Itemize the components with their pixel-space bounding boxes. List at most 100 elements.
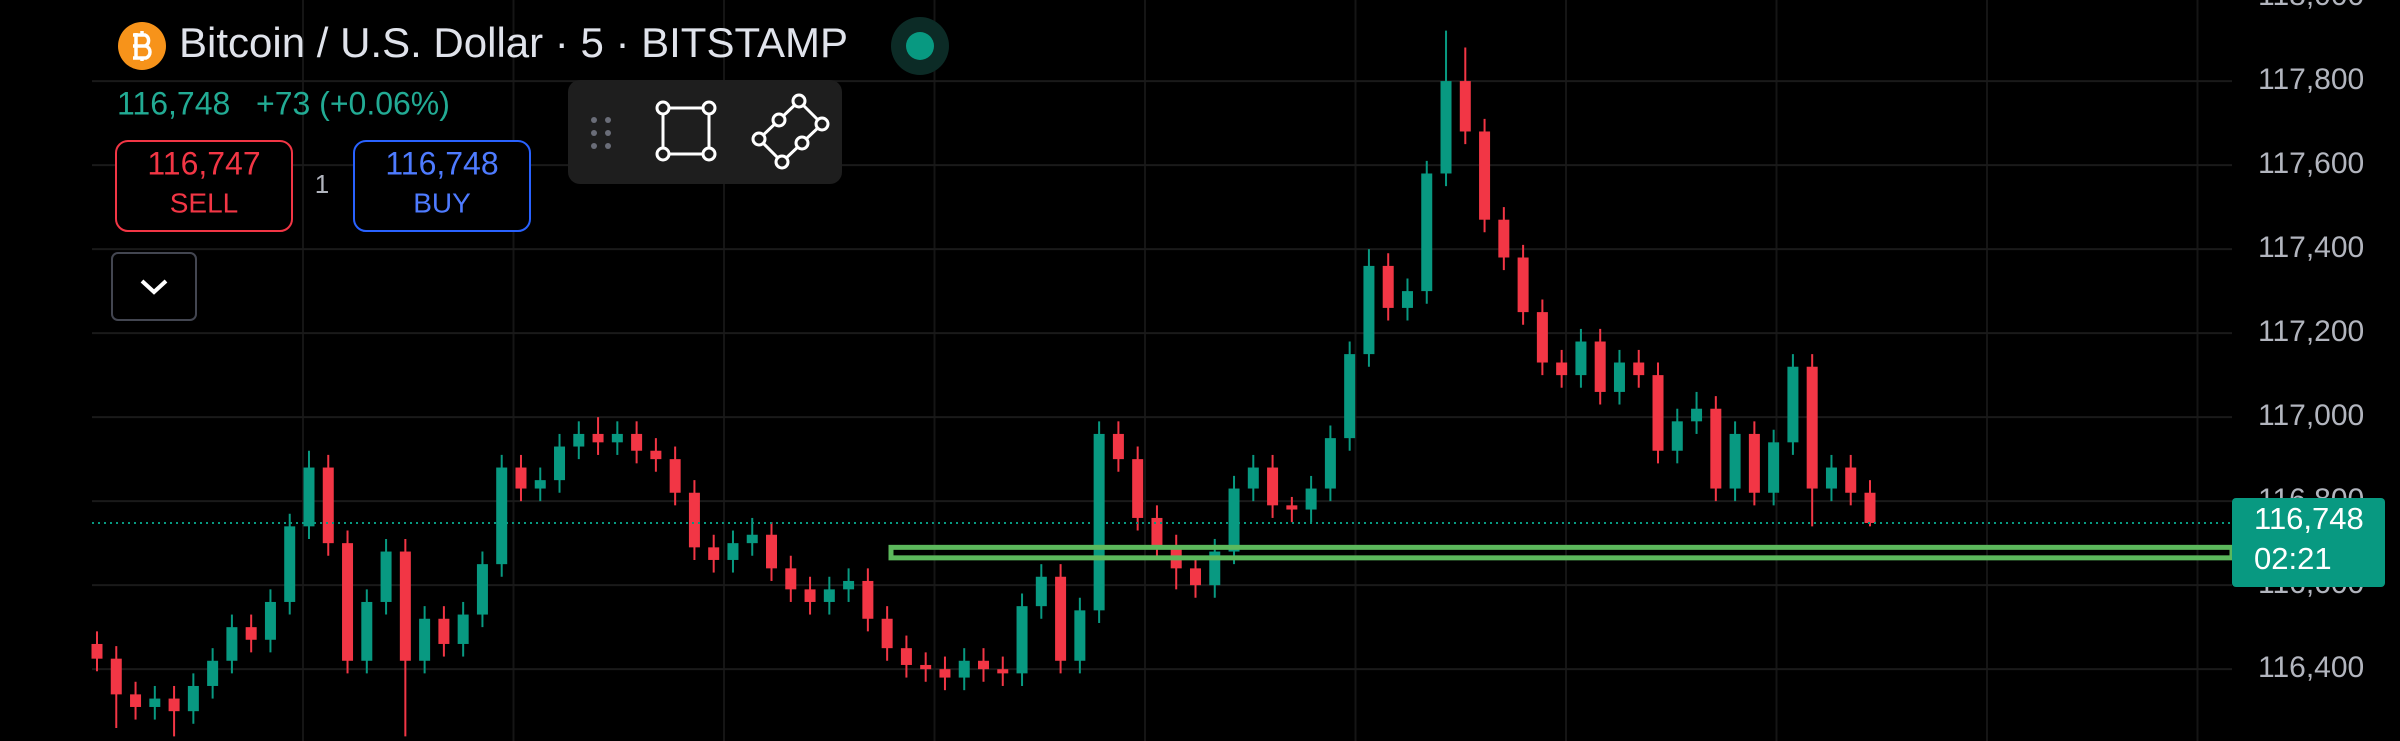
sell-button[interactable]	[115, 140, 293, 232]
market-status-dot	[906, 32, 934, 60]
candle-body	[1055, 576, 1067, 661]
candle-body	[766, 534, 778, 569]
candle-body	[1633, 362, 1645, 376]
candle-body	[1035, 576, 1047, 607]
candle-body	[1132, 459, 1144, 518]
y-tick-label: 117,400	[2258, 231, 2364, 264]
candle-body	[920, 664, 932, 670]
candle-body	[1016, 606, 1028, 674]
candle-body	[303, 467, 315, 527]
candle-body	[785, 568, 797, 590]
candle-body	[457, 614, 469, 644]
candle-body	[1112, 433, 1124, 460]
candle-body	[804, 589, 816, 602]
candle-body	[939, 669, 951, 678]
plot: 116,748 02:21	[91, 30, 2385, 737]
candle-body	[1768, 442, 1780, 493]
price-tag-label: 116,748	[2254, 501, 2364, 536]
candle-body	[708, 547, 720, 560]
symbol-title[interactable]: Bitcoin / U.S. Dollar · 5 · BITSTAMP	[179, 19, 848, 66]
candle-body	[380, 551, 392, 602]
candle-body	[746, 534, 758, 544]
candle-body	[1324, 438, 1336, 489]
candle-body	[1440, 81, 1452, 174]
collapse-button[interactable]	[111, 252, 197, 321]
candle-body	[226, 627, 238, 661]
candle-body	[823, 589, 835, 602]
last-price: 116,748	[117, 85, 230, 121]
candle-body	[900, 648, 912, 665]
candle-body	[1228, 488, 1240, 552]
candle-body	[1209, 551, 1221, 586]
candle-body	[1806, 366, 1818, 489]
candle-body	[978, 660, 989, 670]
candle-body	[438, 618, 450, 644]
candle-body	[1556, 362, 1568, 376]
candle-body	[958, 660, 970, 678]
candle-body	[1189, 568, 1201, 586]
candle-body	[1594, 341, 1606, 392]
candle-body	[611, 433, 623, 443]
buy-label: BUY	[413, 187, 471, 218]
candle-body	[207, 660, 219, 686]
candle-body	[1074, 610, 1086, 661]
candle-body	[264, 601, 276, 640]
candle-body	[592, 433, 604, 443]
candle-body	[881, 618, 893, 649]
candle-body	[419, 618, 431, 661]
candle-body	[573, 433, 585, 447]
grip-icon[interactable]	[591, 117, 611, 149]
candle-body	[631, 433, 643, 451]
candle-body	[399, 551, 411, 661]
candle-body	[1729, 433, 1741, 489]
candle-body	[284, 526, 296, 602]
candle-body	[1575, 341, 1587, 376]
candle-body	[1286, 505, 1298, 510]
price-tag	[2232, 497, 2385, 587]
candle-body	[1382, 265, 1394, 308]
candle-body	[1517, 257, 1529, 313]
candle-body	[554, 446, 566, 481]
candle-body	[1421, 173, 1433, 292]
candle-body	[168, 698, 180, 712]
candle-body	[1247, 467, 1259, 489]
buy-button[interactable]	[353, 140, 531, 232]
overlay: Bitcoin / U.S. Dollar · 5 · BITSTAMP 116…	[111, 17, 949, 321]
rectangle-tool[interactable]	[655, 100, 717, 162]
y-tick-label: 117,800	[2258, 63, 2364, 96]
candle-body	[1787, 366, 1799, 443]
candle-body	[1459, 81, 1471, 132]
candle-body	[1536, 312, 1548, 363]
candle-body	[342, 543, 354, 661]
quantity: 1	[315, 169, 329, 199]
candle-body	[1267, 467, 1279, 506]
candle-body	[843, 580, 855, 590]
countdown: 02:21	[2254, 541, 2332, 576]
candle-body	[1671, 421, 1683, 451]
candle-body	[997, 669, 1009, 674]
candle-body	[669, 459, 681, 493]
y-tick-label: 116,400	[2258, 651, 2364, 684]
sell-price: 116,747	[147, 145, 260, 181]
candle-body	[1845, 467, 1857, 493]
rotated-rectangle-tool[interactable]	[751, 93, 830, 170]
candle-body	[245, 627, 257, 640]
candle-body	[476, 564, 488, 615]
candle-body	[130, 694, 142, 707]
candle-body	[1344, 354, 1356, 439]
candle-body	[149, 698, 161, 707]
y-tick-label: 118,000	[2258, 0, 2364, 12]
candle-body	[650, 450, 662, 460]
candle-body	[1613, 362, 1625, 392]
sell-label: SELL	[170, 187, 239, 218]
candle-body	[515, 467, 527, 489]
candle-body	[727, 543, 739, 560]
candle-body	[1748, 433, 1760, 493]
candle-body	[1652, 375, 1664, 451]
candle-body	[361, 601, 373, 661]
candle-body	[1363, 265, 1375, 355]
y-tick-label: 117,000	[2258, 399, 2364, 432]
buy-price: 116,748	[385, 145, 498, 181]
price-change: +73 (+0.06%)	[256, 85, 450, 121]
